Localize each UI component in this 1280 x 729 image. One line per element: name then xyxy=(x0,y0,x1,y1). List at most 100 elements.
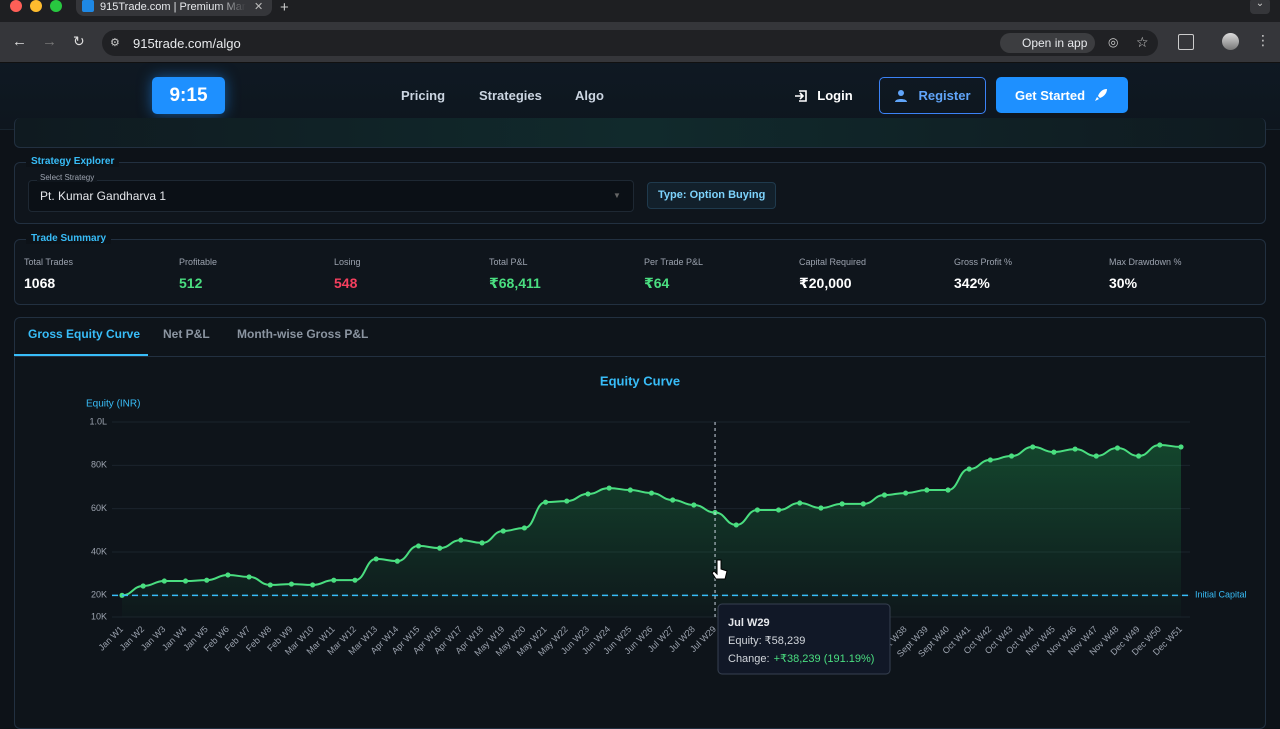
bookmark[interactable]: ☆ xyxy=(1136,34,1149,50)
select-arrow: ▼ xyxy=(613,191,621,200)
maximize[interactable] xyxy=(50,0,62,12)
data-point xyxy=(881,492,888,498)
y-tick-label: 60K xyxy=(91,503,107,513)
y-tick-label: 10K xyxy=(91,611,107,621)
data-point xyxy=(648,490,655,496)
url: 915trade.com/algo xyxy=(133,36,241,51)
data-point xyxy=(691,502,697,508)
data-point xyxy=(225,572,231,578)
data-point xyxy=(500,528,506,534)
tab-close[interactable]: ✕ xyxy=(254,1,264,13)
data-point xyxy=(394,558,400,564)
register-button[interactable]: Register xyxy=(879,77,986,114)
data-point xyxy=(818,505,824,511)
y-tick-label: 40K xyxy=(91,546,107,556)
select-label: Select Strategy xyxy=(37,173,98,182)
data-point xyxy=(1051,449,1057,455)
tab-strip xyxy=(0,0,1280,22)
reload[interactable]: ↻ xyxy=(73,33,85,49)
data-point xyxy=(543,499,549,505)
data-point xyxy=(1157,442,1163,448)
stat-value: 512 xyxy=(179,275,203,291)
strategy-select[interactable]: Select Strategy Pt. Kumar Gandharva 1 ▼ xyxy=(28,173,634,212)
data-point xyxy=(797,500,803,506)
nav-link[interactable]: Strategies xyxy=(479,88,542,103)
data-point xyxy=(246,574,252,580)
minimize[interactable] xyxy=(30,0,42,12)
tab[interactable]: Month-wise Gross P&L xyxy=(237,327,369,341)
data-point xyxy=(670,497,676,503)
nav-link[interactable]: Algo xyxy=(575,88,604,103)
stat-label: Profitable xyxy=(179,257,218,267)
address-bar[interactable]: ⚙ 915trade.com/algo Open in app ◎ ☆ xyxy=(102,30,1158,56)
type-badge: Type: Option Buying xyxy=(647,182,777,209)
data-point xyxy=(204,577,210,583)
login-button[interactable]: Login xyxy=(790,77,856,114)
y-tick-label: 80K xyxy=(91,460,107,470)
data-point xyxy=(267,582,273,588)
y-axis-label: Equity (INR) xyxy=(86,399,140,410)
get-started-text: Get Started xyxy=(1014,87,1086,103)
data-point xyxy=(775,507,782,513)
browser-tab[interactable]: 915Trade.com | Premium Mar ✕ xyxy=(76,0,272,16)
tab[interactable]: Net P&L xyxy=(163,327,210,341)
close[interactable] xyxy=(10,0,22,12)
data-point xyxy=(161,578,167,584)
data-point xyxy=(140,583,146,589)
data-point xyxy=(627,487,633,493)
data-point xyxy=(415,543,422,549)
new-tab[interactable]: + xyxy=(280,0,289,16)
get-started-button[interactable]: Get Started xyxy=(996,77,1128,113)
y-tick-label: 20K xyxy=(91,590,107,600)
rocket-icon xyxy=(1095,89,1108,101)
data-point xyxy=(924,487,930,493)
stat-value: 1068 xyxy=(24,275,56,291)
tab-title: 915Trade.com | Premium Mar xyxy=(100,1,246,13)
reference-label: Initial Capital xyxy=(1195,590,1247,600)
login-text: Login xyxy=(817,88,853,103)
data-point xyxy=(458,537,464,543)
logo[interactable]: 9:15 xyxy=(152,77,225,114)
active-tab-indicator xyxy=(14,354,148,356)
tooltip-box xyxy=(717,603,891,675)
data-point xyxy=(310,582,316,588)
data-point xyxy=(1008,453,1015,459)
data-point xyxy=(1030,444,1036,450)
forward[interactable]: → xyxy=(42,33,57,50)
site-info[interactable]: ⚙ xyxy=(110,37,120,49)
data-point xyxy=(1114,445,1121,451)
section-title: Strategy Explorer xyxy=(26,156,120,167)
chart-title: Equity Curve xyxy=(600,373,680,388)
data-point xyxy=(987,457,993,463)
data-point xyxy=(1072,446,1078,452)
register-text: Register xyxy=(918,88,971,103)
open-in-app[interactable]: Open in app xyxy=(1000,33,1096,53)
data-point xyxy=(182,578,189,584)
stat-value: 548 xyxy=(334,275,358,291)
section-title: Trade Summary xyxy=(26,233,112,244)
data-point xyxy=(1178,444,1184,450)
trade-summary-panel xyxy=(14,239,1266,305)
stat-value: ₹20,000 xyxy=(799,275,852,291)
nav-link[interactable]: Pricing xyxy=(401,88,446,103)
tooltip-change: Change: +₹38,239 (191.19%) xyxy=(728,653,874,665)
stat-value: ₹68,411 xyxy=(489,275,541,291)
menu[interactable]: ⋮ xyxy=(1256,32,1270,48)
tab-menu[interactable]: ⌄ xyxy=(1250,0,1270,14)
stat-label: Max Drawdown % xyxy=(1109,257,1182,267)
tooltip-change-label: Change: xyxy=(728,653,770,665)
tab[interactable]: Gross Equity Curve xyxy=(28,327,141,341)
profile[interactable] xyxy=(1222,33,1239,50)
tab-divider xyxy=(15,356,1265,357)
tooltip-title: Jul W29 xyxy=(728,617,770,629)
data-point xyxy=(352,577,358,583)
back[interactable]: ← xyxy=(12,33,27,50)
data-point xyxy=(966,466,972,472)
data-point xyxy=(331,577,337,583)
login-icon xyxy=(795,89,808,102)
eye-icon[interactable]: ◎ xyxy=(1108,35,1119,49)
extensions[interactable] xyxy=(1178,34,1194,50)
hero-panel-edge xyxy=(14,118,1266,148)
